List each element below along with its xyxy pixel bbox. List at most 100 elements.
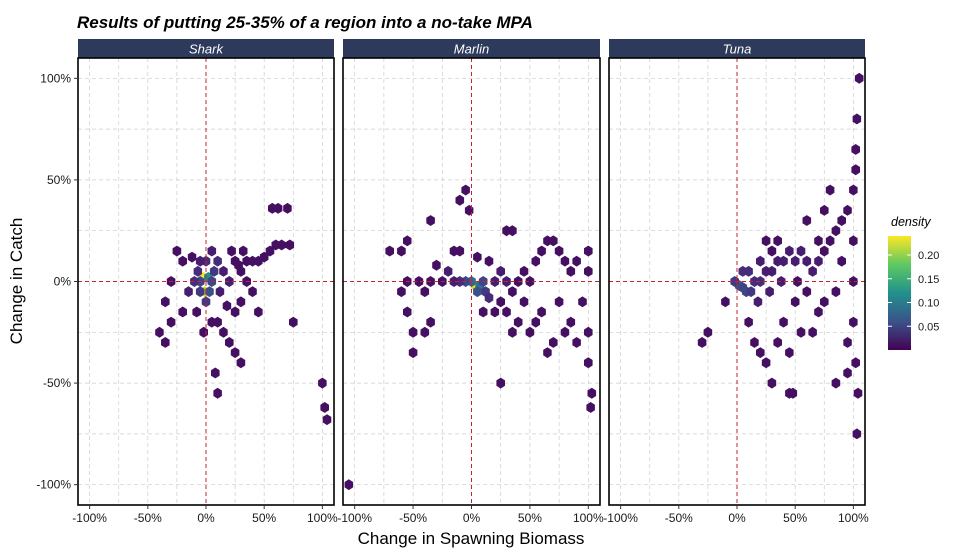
hexbin-cell xyxy=(776,276,786,287)
hexbin-cell xyxy=(525,326,535,338)
hexbin-cell xyxy=(166,316,176,328)
hexbin-cell xyxy=(213,387,222,399)
hexbin-cell xyxy=(849,184,858,196)
hexbin-cell xyxy=(230,347,240,359)
hexbin-cell xyxy=(478,306,488,318)
hexbin-cell xyxy=(843,204,852,216)
hexbin-cell xyxy=(825,184,835,196)
x-tick-label: -50% xyxy=(665,511,693,525)
hexbin-cell xyxy=(738,265,748,277)
hexbin-cell xyxy=(793,276,802,287)
hexbin-cell xyxy=(403,235,412,247)
x-tick-label: 50% xyxy=(783,511,807,525)
hexbin-cell xyxy=(525,276,535,287)
hexbin-cell xyxy=(849,316,858,328)
x-tick-label: -50% xyxy=(399,511,427,525)
legend-break-label: 0.20 xyxy=(918,250,939,262)
y-tick-label: -50% xyxy=(43,376,71,390)
x-tick-label: 100% xyxy=(838,511,869,525)
y-tick-label: 50% xyxy=(47,173,71,187)
hexbin-cell xyxy=(207,245,217,257)
hexbin-cell xyxy=(584,326,593,338)
hexbin-cell xyxy=(584,265,593,277)
hexbin-cell xyxy=(211,367,220,379)
hexbin-cell xyxy=(403,306,412,318)
y-tick-label: 0% xyxy=(54,275,72,289)
hexbin-cell xyxy=(566,265,576,277)
hexbin-cell xyxy=(756,276,765,287)
hexbin-cell xyxy=(767,265,777,277)
hexbin-cell xyxy=(796,326,806,338)
hexbin-cell xyxy=(852,113,862,125)
hexbin-cell xyxy=(843,337,852,348)
hexbin-cell xyxy=(213,255,222,267)
hexbin-cell xyxy=(502,306,511,318)
hexbin-cell xyxy=(420,326,430,338)
hexbin-cell xyxy=(285,239,295,251)
hexbin-cell xyxy=(820,245,829,257)
y-tick-label: 100% xyxy=(40,71,71,85)
hexbin-cell xyxy=(195,286,205,298)
hexbin-cell xyxy=(289,316,298,328)
hexbin-cell xyxy=(443,265,453,277)
facets: Shark-100% -50% 0% 50% 100%-100%-50%0%50%100… xyxy=(36,39,869,525)
hexbin-cell xyxy=(549,235,558,247)
hexbin-cell xyxy=(852,428,862,440)
hexbin-cell xyxy=(578,296,587,308)
hexbin-cell xyxy=(572,255,581,267)
hexbin-cell xyxy=(490,276,500,287)
hexbin-cell xyxy=(320,402,329,413)
hexbin-cell xyxy=(831,377,841,389)
legend-ticks: 0.05 0.10 0.15 0.20 xyxy=(888,250,939,333)
legend-break-label: 0.15 xyxy=(918,274,939,286)
facet-tuna: Tuna -100% -50% 0% 50% 100% xyxy=(603,39,869,525)
hexbin-cell xyxy=(248,286,257,298)
x-tick-label: 50% xyxy=(252,511,276,525)
hexbin-cell xyxy=(843,367,852,379)
hexbin-cell xyxy=(808,265,817,277)
hexbin-cell xyxy=(537,245,546,257)
hexbin-cell xyxy=(161,296,170,308)
hexbin-cell xyxy=(756,347,765,359)
hexbin-cell xyxy=(837,255,846,267)
hexbin-cell xyxy=(193,265,203,277)
hexbin-cell xyxy=(761,235,771,247)
hexbin-cell xyxy=(155,326,164,338)
hexbin-cell xyxy=(236,357,246,369)
hexbin-cell xyxy=(432,259,441,271)
legend-break-label: 0.05 xyxy=(918,321,939,333)
hexbin-cell xyxy=(814,235,823,247)
hexbin-cell xyxy=(549,337,558,348)
hexbin-cell xyxy=(814,255,823,267)
hexbin-cell xyxy=(554,296,564,308)
legend: density 0.05 0.10 0.15 0.20 xyxy=(888,215,939,350)
facet-strip-label: Shark xyxy=(189,42,224,57)
hexbin-cell xyxy=(322,414,332,426)
hexbin-cell xyxy=(344,479,354,491)
hexbin-cell xyxy=(473,286,482,298)
hexbin-cell xyxy=(560,255,570,267)
hexbin-cell xyxy=(773,337,782,348)
hexbin-cell xyxy=(225,337,234,348)
hexbin-cell xyxy=(560,326,570,338)
hexbin-cell xyxy=(187,251,197,263)
hexbin-cell xyxy=(172,245,182,257)
hexbin-cell xyxy=(802,215,812,226)
hexbin-cell xyxy=(464,204,474,216)
hexbin-cell xyxy=(205,286,214,298)
hexbin-cell xyxy=(851,357,860,369)
legend-title: density xyxy=(891,215,931,229)
hexbin-cell xyxy=(318,377,327,389)
hexbin-cell xyxy=(222,300,232,312)
hexbin-cell xyxy=(420,286,430,298)
hexbin-cell xyxy=(820,296,829,308)
hexbin-cell xyxy=(802,255,812,267)
hexbin-cell xyxy=(484,255,494,267)
hexbin-cell xyxy=(849,276,858,287)
hexbin-cell xyxy=(767,377,777,389)
hexbin-cell xyxy=(225,276,234,287)
hexbin-cell xyxy=(190,276,199,287)
hexbin-cell xyxy=(484,292,494,304)
hexbin-cell xyxy=(455,194,465,206)
hexbin-cell xyxy=(849,235,858,247)
